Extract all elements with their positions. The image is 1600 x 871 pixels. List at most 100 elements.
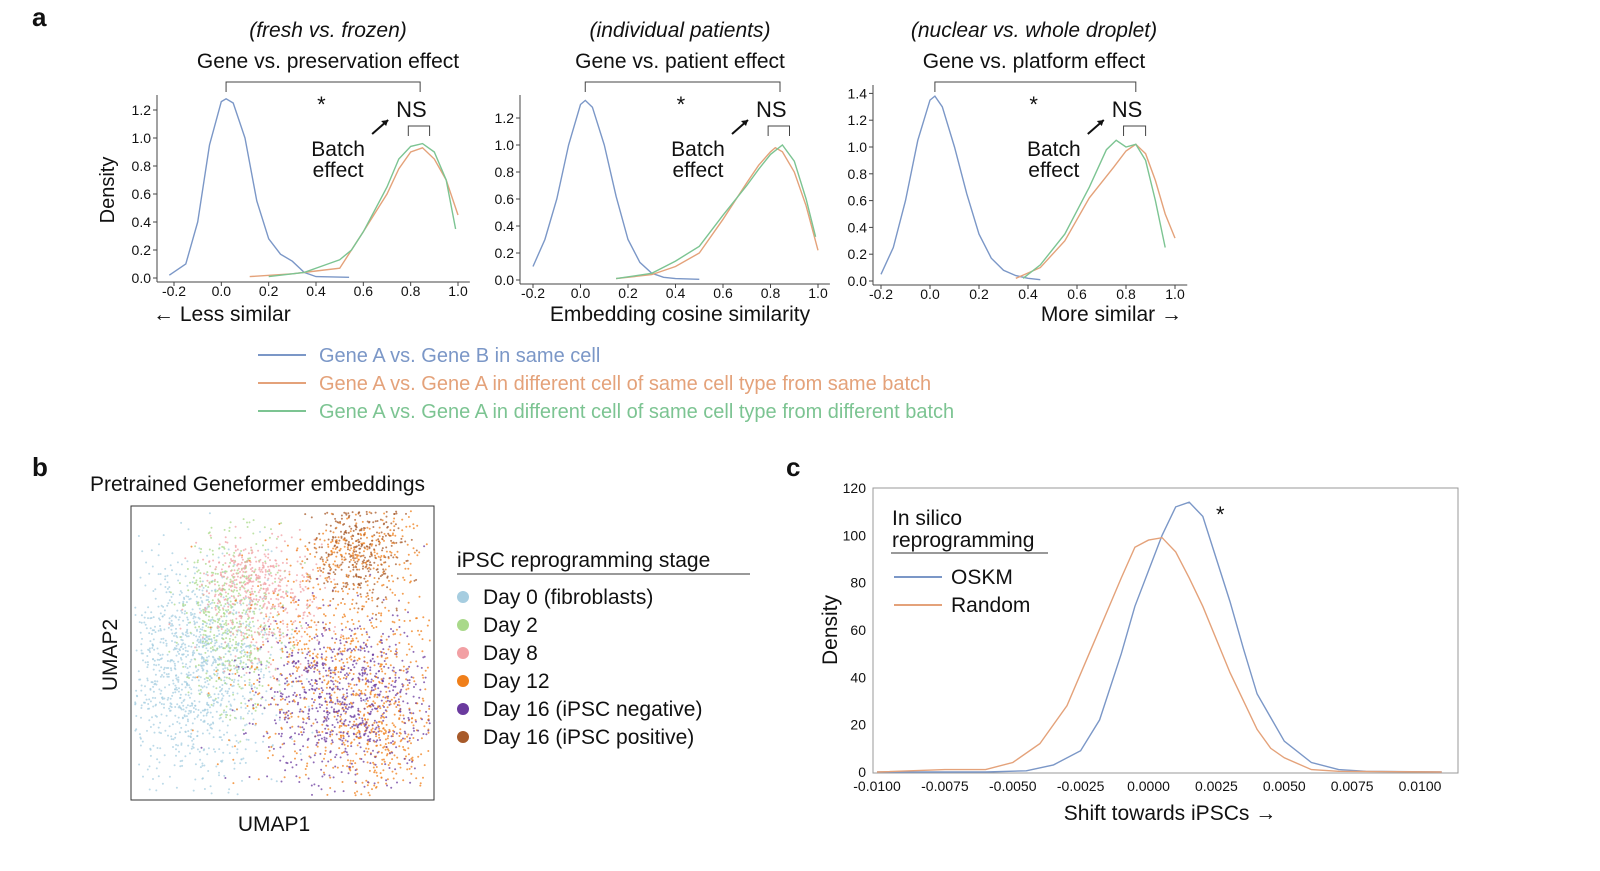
umap-point (278, 732, 280, 735)
umap-point (377, 577, 380, 580)
umap-point (207, 532, 210, 535)
umap-point (211, 640, 213, 643)
umap-point (212, 702, 215, 705)
umap-point (193, 582, 196, 585)
umap-point (228, 588, 231, 591)
umap-point (260, 662, 263, 665)
umap-point (376, 774, 379, 777)
umap-point (319, 648, 322, 650)
umap-point (201, 709, 204, 712)
x-tick-label: 0.0 (212, 283, 232, 299)
umap-point (392, 556, 395, 559)
umap-point (199, 676, 202, 679)
umap-point (243, 680, 246, 682)
umap-point (276, 537, 278, 540)
umap-point (322, 604, 325, 607)
umap-point (390, 522, 393, 525)
umap-point (420, 737, 423, 740)
umap-point (293, 740, 296, 743)
umap-point (372, 626, 375, 629)
umap-point (267, 757, 270, 759)
umap-point (257, 549, 260, 552)
umap-point (315, 606, 318, 609)
umap-point (210, 526, 213, 529)
umap-point (325, 692, 328, 695)
umap-point (148, 649, 151, 652)
umap-point (351, 637, 354, 640)
umap-point (333, 614, 335, 617)
umap-point (222, 656, 225, 659)
umap-point (363, 577, 366, 580)
umap-point (196, 715, 199, 718)
umap-point (255, 543, 258, 545)
umap-point (366, 750, 369, 753)
umap-point (244, 548, 247, 551)
umap-point (327, 572, 330, 575)
umap-point (325, 561, 327, 564)
umap-point (251, 661, 253, 664)
umap-point (368, 769, 371, 772)
umap-point (186, 628, 189, 631)
umap-point (177, 643, 180, 646)
umap-point (264, 560, 267, 563)
umap-point (355, 752, 358, 755)
umap-point (380, 699, 383, 702)
y-tick-label: 0.0 (495, 272, 515, 288)
umap-point (280, 522, 283, 525)
umap-point (284, 698, 287, 701)
umap-point (213, 658, 216, 661)
umap-point (401, 720, 404, 723)
plot-title: Gene vs. patient effect (575, 50, 785, 73)
umap-point (325, 551, 328, 554)
batch-effect-label: effect (313, 159, 364, 182)
umap-point (154, 625, 156, 628)
umap-point (352, 660, 355, 663)
umap-point (189, 660, 192, 663)
umap-point (233, 569, 236, 572)
umap-point (146, 768, 149, 771)
umap-point (297, 660, 300, 663)
umap-point (295, 627, 298, 630)
umap-point (250, 685, 253, 688)
umap-point (230, 584, 233, 587)
umap-point (341, 722, 344, 725)
umap-point (301, 726, 304, 729)
umap-point (171, 623, 173, 625)
umap-point (366, 580, 369, 582)
umap-point (152, 616, 155, 619)
umap-point (295, 752, 298, 755)
umap-point (376, 739, 379, 742)
umap-point (408, 759, 411, 762)
umap-point (319, 538, 322, 541)
umap-point (144, 611, 147, 614)
umap-point (281, 693, 284, 696)
umap-point (384, 572, 387, 575)
umap-point (198, 750, 201, 753)
umap-point (297, 651, 300, 654)
umap-point (161, 696, 164, 699)
umap-point (254, 644, 256, 647)
umap-point (228, 526, 231, 529)
umap-point (361, 543, 364, 546)
umap-point (209, 630, 212, 633)
umap-point (306, 579, 309, 582)
umap-point (248, 678, 251, 681)
umap-point (299, 726, 302, 729)
umap-point (309, 577, 312, 580)
umap-point (195, 541, 198, 544)
y-tick-label: 40 (850, 669, 866, 685)
umap-point (337, 542, 340, 545)
umap-point (306, 549, 309, 551)
umap-point (194, 704, 197, 707)
umap-point (254, 702, 257, 705)
umap-point (331, 590, 334, 593)
umap-point (403, 737, 406, 740)
umap-point (327, 669, 330, 672)
umap-point (157, 775, 160, 778)
umap-point (297, 733, 300, 736)
umap-point (374, 685, 377, 688)
umap-point (255, 667, 258, 670)
umap-point (312, 568, 314, 571)
umap-point (317, 784, 320, 787)
umap-point (245, 632, 248, 635)
